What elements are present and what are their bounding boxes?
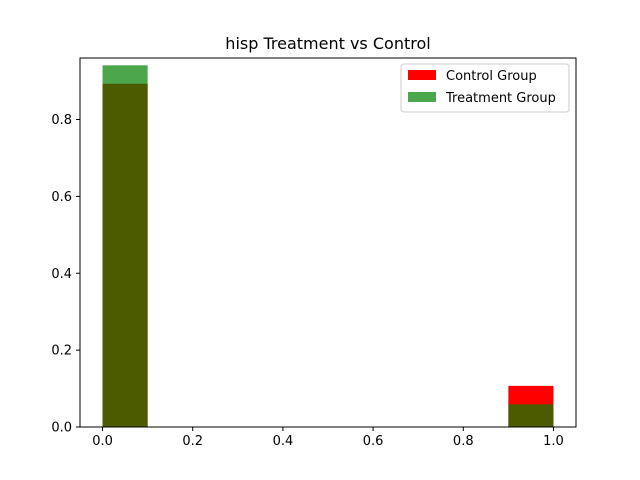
y-tick-label: 0.0 (51, 421, 72, 436)
x-tick-label: 0.8 (453, 434, 474, 449)
legend: Control Group Treatment Group (400, 63, 570, 113)
chart-title: hisp Treatment vs Control (225, 34, 430, 53)
plot-frame (79, 57, 577, 428)
y-axis-ticks: 0.0 0.2 0.4 0.6 0.8 (51, 113, 80, 436)
legend-box (400, 63, 570, 113)
y-tick-label: 0.8 (51, 113, 72, 128)
legend-label-control: Control Group (446, 69, 537, 84)
legend-label-treatment: Treatment Group (445, 91, 556, 106)
bars-layer (102, 65, 554, 428)
x-tick-label: 0.2 (182, 434, 203, 449)
x-axis-ticks: 0.0 0.2 0.4 0.6 0.8 1.0 (92, 427, 564, 449)
x-tick-label: 0.6 (363, 434, 384, 449)
legend-swatch-treatment (408, 92, 436, 102)
y-tick-label: 0.2 (51, 344, 72, 359)
x-tick-label: 0.0 (92, 434, 113, 449)
y-tick-label: 0.4 (51, 267, 72, 282)
bar-treatment-group-bin-0 (102, 65, 148, 427)
x-tick-label: 1.0 (543, 434, 564, 449)
legend-swatch-control (408, 70, 436, 80)
bar-treatment-group-bin-1 (508, 404, 554, 427)
axes-layer (79, 57, 577, 428)
y-tick-label: 0.6 (51, 190, 72, 205)
x-tick-label: 0.4 (273, 434, 294, 449)
